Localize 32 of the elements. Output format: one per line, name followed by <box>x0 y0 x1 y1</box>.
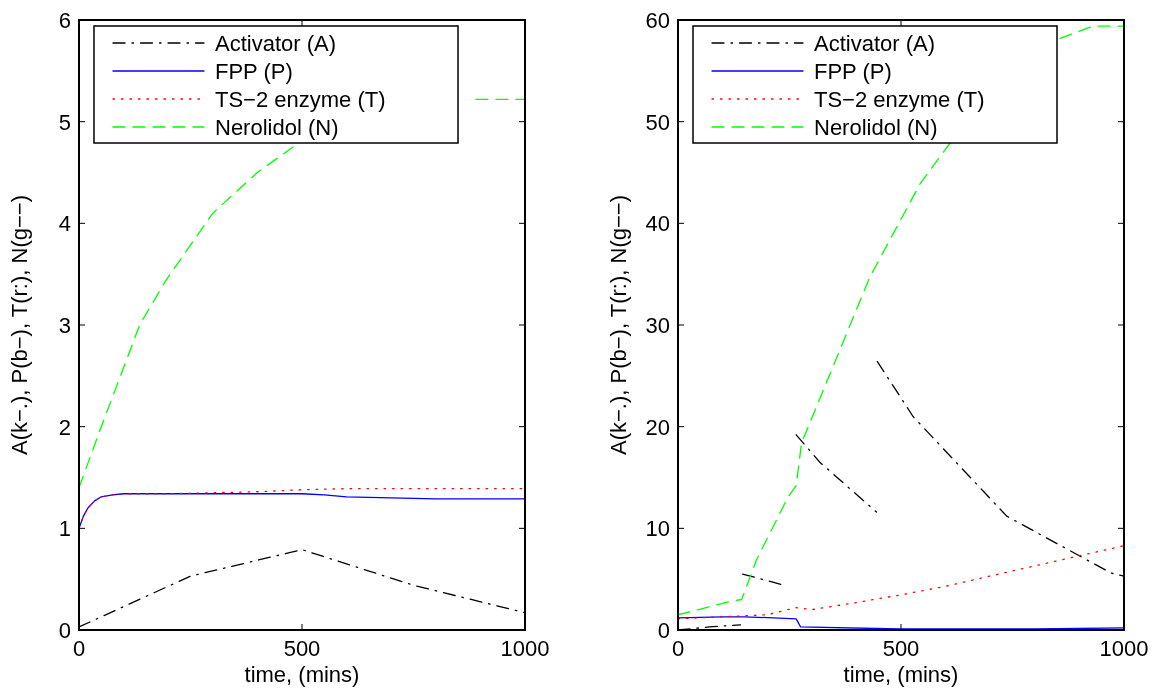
x-tick-label: 1000 <box>1099 636 1149 661</box>
y-tick-label: 10 <box>645 516 670 542</box>
x-axis-title: time, (mins) <box>843 662 959 687</box>
y-tick-label: 2 <box>58 414 71 440</box>
legend-label: FPP (P) <box>215 59 293 84</box>
y-tick-label: 40 <box>645 211 670 237</box>
x-axis-title: time, (mins) <box>244 662 360 687</box>
x-tick-label: 1000 <box>500 636 550 661</box>
x-tick-label: 500 <box>283 636 321 661</box>
y-tick-label: 1 <box>58 516 71 542</box>
y-tick-label: 4 <box>58 211 71 237</box>
y-tick-label: 3 <box>58 313 71 338</box>
legend-label: Activator (A) <box>814 31 936 56</box>
line-series <box>677 616 1125 630</box>
y-tick-label: 30 <box>645 313 670 338</box>
y-tick-label: 5 <box>58 109 71 135</box>
legend-label: Activator (A) <box>215 31 337 56</box>
legend-label: TS−2 enzyme (T) <box>814 87 985 112</box>
y-tick-label: 50 <box>645 109 670 135</box>
legend-label: TS−2 enzyme (T) <box>215 87 386 112</box>
y-tick-label: 0 <box>58 618 71 643</box>
legend-label: FPP (P) <box>814 59 892 84</box>
y-axis-title: A(k−.), P(b−), T(r:), N(g−−) <box>7 195 32 455</box>
y-tick-label: 60 <box>645 8 670 33</box>
legend-label: Nerolidol (N) <box>814 115 938 140</box>
line-series <box>677 544 1125 620</box>
y-axis-title: A(k−.), P(b−), T(r:), N(g−−) <box>606 195 631 455</box>
y-tick-label: 0 <box>657 618 670 643</box>
y-tick-label: 6 <box>58 8 71 33</box>
x-tick-label: 500 <box>882 636 920 661</box>
y-tick-label: 20 <box>645 414 670 440</box>
legend-label: Nerolidol (N) <box>215 115 339 140</box>
